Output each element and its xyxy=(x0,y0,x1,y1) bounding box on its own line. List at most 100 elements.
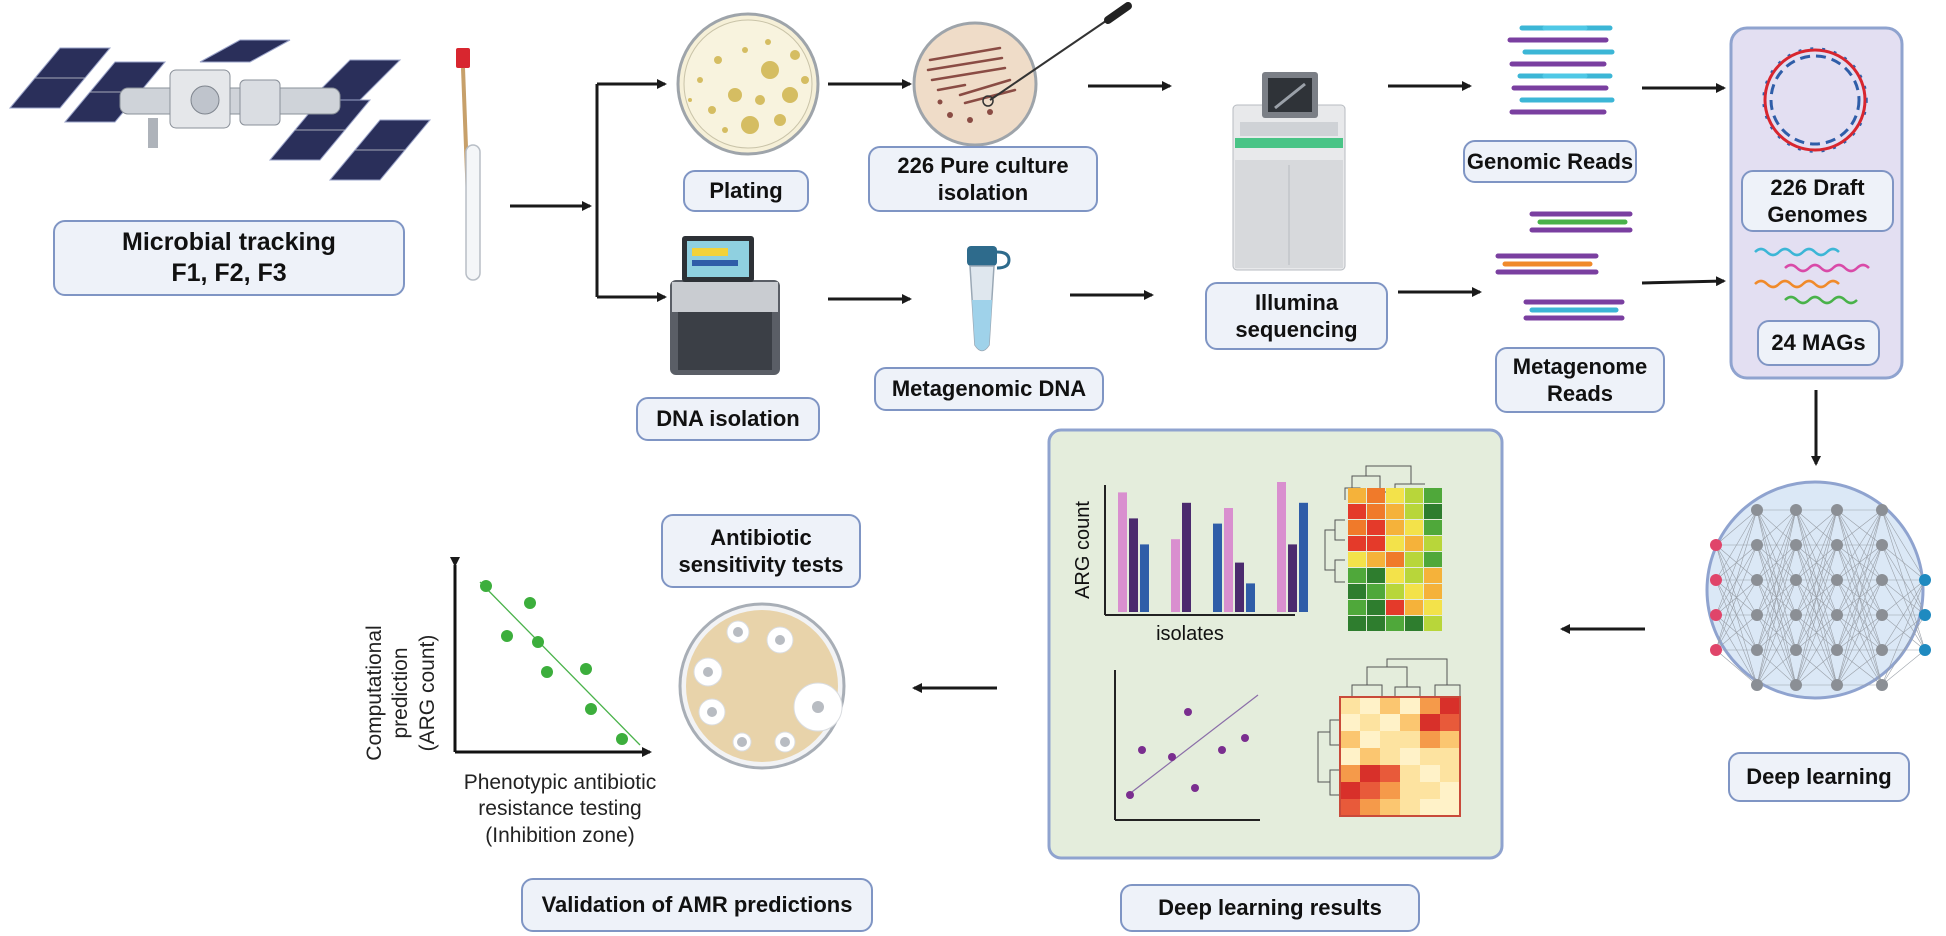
heatmap-cell xyxy=(1386,504,1404,519)
heatmap-cell xyxy=(1348,552,1366,567)
heatmap-cell xyxy=(1367,600,1385,615)
network-node xyxy=(1790,609,1802,621)
heatmap-cell xyxy=(1400,748,1420,765)
heatmap-cell xyxy=(1348,600,1366,615)
network-node xyxy=(1876,504,1888,516)
heatmap-cell xyxy=(1405,504,1423,519)
heatmap-cell xyxy=(1424,600,1442,615)
heatmap-cell xyxy=(1367,584,1385,599)
heatmap-cell xyxy=(1400,765,1420,782)
network-node xyxy=(1790,574,1802,586)
heatmap-cell xyxy=(1380,765,1400,782)
heatmap-cell xyxy=(1424,520,1442,535)
network-node xyxy=(1710,539,1722,551)
heatmap-cell xyxy=(1420,714,1440,731)
plating-petri-dish-icon xyxy=(676,12,820,156)
metagenome-reads-icon xyxy=(1495,211,1633,321)
metagenomic-dna-label: Metagenomic DNA xyxy=(874,367,1104,411)
heatmap-cell xyxy=(1386,552,1404,567)
bar-chart-ylabel: ARG count xyxy=(1072,501,1094,599)
heatmap-cell xyxy=(1360,748,1380,765)
heatmap-cell xyxy=(1424,584,1442,599)
network-node xyxy=(1710,574,1722,586)
heatmap-cell xyxy=(1424,568,1442,583)
heatmap-cell xyxy=(1360,765,1380,782)
heatmap-cell xyxy=(1420,782,1440,799)
heatmap-cell xyxy=(1405,616,1423,631)
heatmap-cell xyxy=(1440,714,1460,731)
dna-extraction-machine-icon xyxy=(670,236,780,375)
heatmap-cell xyxy=(1348,584,1366,599)
heatmap-cell xyxy=(1424,616,1442,631)
scatter-panel xyxy=(1114,670,1260,821)
heatmap-cell xyxy=(1405,536,1423,551)
heatmap-cell xyxy=(1440,697,1460,714)
heatmap-cell xyxy=(1420,697,1440,714)
flow-arrows xyxy=(510,79,1821,693)
heatmap-cell xyxy=(1440,782,1460,799)
network-node xyxy=(1831,539,1843,551)
heatmap-cell xyxy=(1380,714,1400,731)
network-node xyxy=(1831,679,1843,691)
heatmap-cell xyxy=(1386,536,1404,551)
heatmap-cell xyxy=(1440,799,1460,816)
network-node xyxy=(1710,644,1722,656)
arg-bar-chart xyxy=(1104,482,1308,616)
heatmap-cell xyxy=(1360,714,1380,731)
heatmap-cell xyxy=(1340,748,1360,765)
heatmap-cell xyxy=(1348,520,1366,535)
heatmap-cell xyxy=(1400,731,1420,748)
heatmap-cell xyxy=(1380,731,1400,748)
network-node xyxy=(1919,644,1931,656)
heatmap-cell xyxy=(1420,799,1440,816)
bar-mark xyxy=(1277,482,1286,612)
network-node xyxy=(1751,679,1763,691)
network-node xyxy=(1751,539,1763,551)
heatmap-cell xyxy=(1360,799,1380,816)
heatmap-cell xyxy=(1405,552,1423,567)
network-node xyxy=(1751,609,1763,621)
network-node xyxy=(1710,609,1722,621)
illumina-sequencing-label: Illumina sequencing xyxy=(1205,282,1388,350)
network-node xyxy=(1831,504,1843,516)
network-node xyxy=(1876,644,1888,656)
network-node xyxy=(1790,539,1802,551)
pure-culture-label: 226 Pure culture isolation xyxy=(868,146,1098,212)
network-node xyxy=(1831,609,1843,621)
heatmap-cell xyxy=(1380,748,1400,765)
bar-mark xyxy=(1140,544,1149,612)
heatmap-cell xyxy=(1440,731,1460,748)
heatmap-cell xyxy=(1340,765,1360,782)
heatmap-cell xyxy=(1400,799,1420,816)
bar-mark xyxy=(1118,492,1127,612)
bar-mark xyxy=(1171,539,1180,612)
deep-learning-label: Deep learning xyxy=(1728,752,1910,802)
heatmap-cell xyxy=(1348,488,1366,503)
network-node xyxy=(1876,574,1888,586)
heatmap-cell xyxy=(1386,600,1404,615)
heatmap-cell xyxy=(1360,782,1380,799)
heatmap-cell xyxy=(1367,488,1385,503)
heatmap-cell xyxy=(1348,504,1366,519)
heatmap-cell xyxy=(1340,714,1360,731)
genomic-reads-icon xyxy=(1507,25,1615,115)
heatmap-cell xyxy=(1367,504,1385,519)
heatmap-cell xyxy=(1405,584,1423,599)
heatmap-cell xyxy=(1424,488,1442,503)
validation-scatter-plot xyxy=(450,557,652,757)
network-node xyxy=(1751,504,1763,516)
dna-isolation-label: DNA isolation xyxy=(636,397,820,441)
neural-network-icon xyxy=(1705,480,1931,700)
heatmap-cell xyxy=(1360,731,1380,748)
heatmap-cell xyxy=(1348,616,1366,631)
network-node xyxy=(1876,609,1888,621)
bar-mark xyxy=(1224,508,1233,612)
validation-label: Validation of AMR predictions xyxy=(521,878,873,932)
deep-learning-results-label: Deep learning results xyxy=(1120,884,1420,932)
metagenomic-dna-tube-icon xyxy=(967,246,1011,352)
bar-mark xyxy=(1182,502,1191,612)
heatmap-cell xyxy=(1367,536,1385,551)
heatmap-cell xyxy=(1420,748,1440,765)
